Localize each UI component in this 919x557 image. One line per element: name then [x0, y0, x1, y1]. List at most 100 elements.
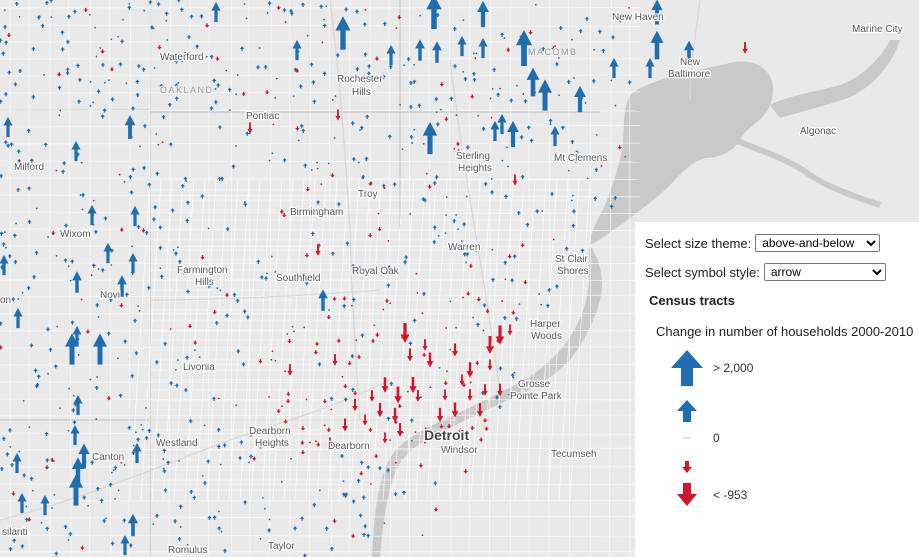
arrow-up-icon[interactable]: [550, 125, 560, 147]
arrow-up-icon[interactable]: [478, 37, 488, 59]
arrow-up-icon[interactable]: [103, 242, 113, 264]
arrow-up-icon[interactable]: [386, 44, 396, 66]
arrow-up-icon[interactable]: [0, 254, 9, 276]
arrow-down-icon[interactable]: [436, 407, 444, 423]
legend-panel: Select size theme: above-and-below Selec…: [635, 222, 919, 557]
arrow-up-icon[interactable]: [457, 35, 467, 57]
arrow-down-icon[interactable]: [376, 402, 384, 418]
arrow-down-icon[interactable]: [452, 343, 458, 357]
arrow-down-icon[interactable]: [247, 122, 253, 134]
arrow-down-icon[interactable]: [369, 390, 375, 402]
arrow-down-icon[interactable]: [335, 109, 341, 121]
arrow-up-icon[interactable]: [71, 140, 81, 162]
arrow-down-icon[interactable]: [409, 376, 417, 394]
arrow-down-icon[interactable]: [442, 389, 448, 401]
arrow-up-icon[interactable]: [87, 204, 97, 226]
arrow-up-icon[interactable]: [292, 39, 302, 61]
legend-item-min: < -953: [645, 481, 905, 521]
arrow-down-icon[interactable]: [497, 383, 503, 397]
arrow-up-icon[interactable]: [117, 275, 127, 297]
arrow-up-icon[interactable]: [497, 113, 507, 135]
arrow-down-icon[interactable]: [342, 418, 348, 432]
arrow-up-icon[interactable]: [645, 57, 655, 79]
arrow-up-icon[interactable]: [537, 79, 553, 111]
arrow-down-icon[interactable]: [426, 352, 434, 368]
arrow-down-icon[interactable]: [476, 403, 484, 417]
arrow-down-icon[interactable]: [396, 423, 404, 437]
arrow-down-icon[interactable]: [391, 407, 399, 423]
arrow-down-icon[interactable]: [415, 390, 421, 402]
place-label: Baltimore: [668, 69, 711, 80]
arrow-up-icon[interactable]: [130, 205, 140, 227]
arrow-down-icon[interactable]: [742, 42, 748, 54]
arrow-down-icon[interactable]: [485, 335, 495, 355]
arrow-down-icon[interactable]: [422, 339, 428, 351]
arrow-up-icon[interactable]: [68, 474, 84, 506]
arrow-down-icon[interactable]: [451, 402, 459, 418]
arrow-down-icon[interactable]: [495, 325, 505, 345]
place-label: Tecumseh: [551, 449, 597, 460]
arrow-up-icon[interactable]: [515, 30, 533, 66]
arrow-up-icon[interactable]: [120, 534, 130, 556]
size-theme-select[interactable]: above-and-below: [755, 234, 881, 252]
arrow-up-icon[interactable]: [40, 494, 50, 516]
place-label: New Haven: [612, 12, 664, 23]
arrow-up-icon[interactable]: [211, 1, 221, 23]
arrow-up-icon[interactable]: [73, 394, 83, 416]
place-labels: OAKLAND MACOMB New Haven Marine City Waterfo…: [0, 11, 904, 557]
arrow-down-icon[interactable]: [362, 414, 368, 426]
arrow-up-icon[interactable]: [70, 424, 80, 446]
arrow-down-icon[interactable]: [487, 359, 493, 371]
arrow-up-icon[interactable]: [574, 85, 586, 113]
place-label: Westland: [156, 438, 198, 449]
arrow-up-icon[interactable]: [318, 289, 328, 311]
arrow-up-icon[interactable]: [683, 40, 695, 64]
arrow-up-icon[interactable]: [127, 513, 139, 537]
arrow-down-icon[interactable]: [467, 389, 473, 401]
arrow-up-icon[interactable]: [78, 443, 90, 469]
arrow-down-icon[interactable]: [352, 398, 358, 412]
arrow-down-icon[interactable]: [381, 377, 389, 393]
legend-label-zero: 0: [713, 431, 720, 445]
arrow-up-icon[interactable]: [12, 452, 22, 474]
arrow-up-icon[interactable]: [651, 0, 663, 25]
arrow-up-icon[interactable]: [17, 492, 27, 514]
arrow-down-icon[interactable]: [507, 324, 513, 336]
arrow-down-icon[interactable]: [400, 323, 410, 343]
arrow-up-icon[interactable]: [335, 16, 351, 50]
arrow-up-icon[interactable]: [128, 252, 138, 274]
arrow-up-icon[interactable]: [477, 0, 489, 28]
place-label: Dearborn: [249, 426, 291, 437]
arrow-down-icon[interactable]: [327, 437, 333, 449]
arrow-up-icon[interactable]: [426, 0, 442, 30]
arrow-up-icon[interactable]: [71, 457, 85, 485]
arrow-up-icon[interactable]: [72, 325, 82, 347]
arrow-up-icon[interactable]: [432, 41, 442, 63]
arrow-up-icon[interactable]: [526, 67, 540, 97]
arrow-up-icon[interactable]: [507, 120, 519, 148]
arrow-up-icon[interactable]: [609, 57, 619, 79]
arrow-up-icon[interactable]: [92, 333, 108, 365]
arrow-down-icon[interactable]: [394, 386, 402, 404]
arrow-down-icon[interactable]: [482, 384, 488, 396]
st-clair-river: [770, 40, 900, 118]
arrow-up-icon[interactable]: [650, 30, 664, 60]
symbol-style-select[interactable]: arrow: [763, 263, 886, 281]
arrow-up-icon[interactable]: [124, 115, 136, 139]
arrow-down-icon[interactable]: [512, 174, 518, 186]
arrow-down-icon[interactable]: [407, 348, 413, 362]
arrow-up-icon[interactable]: [13, 307, 23, 329]
arrow-down-icon[interactable]: [332, 354, 338, 366]
arrow-down-icon[interactable]: [459, 374, 465, 386]
arrow-up-icon[interactable]: [72, 271, 82, 293]
arrow-up-icon[interactable]: [422, 121, 438, 155]
arrow-up-icon[interactable]: [415, 39, 425, 61]
place-label: Harper: [530, 319, 561, 330]
arrow-down-icon[interactable]: [287, 364, 293, 376]
arrow-up-icon[interactable]: [3, 116, 13, 138]
arrow-up-icon[interactable]: [132, 442, 142, 464]
arrow-down-icon[interactable]: [315, 244, 321, 256]
arrow-down-icon[interactable]: [382, 432, 388, 444]
arrow-up-icon[interactable]: [490, 120, 500, 142]
arrow-down-icon[interactable]: [466, 362, 474, 378]
